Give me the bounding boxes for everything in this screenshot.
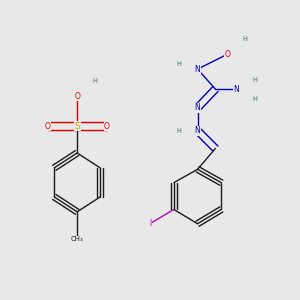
Text: O: O <box>224 50 230 59</box>
Text: N: N <box>195 65 200 74</box>
Text: N: N <box>233 85 239 94</box>
Text: N: N <box>195 126 200 135</box>
Text: H: H <box>252 77 257 83</box>
Text: N: N <box>195 103 200 112</box>
Text: O: O <box>44 122 50 131</box>
Text: H: H <box>93 78 98 84</box>
Text: H: H <box>177 61 182 67</box>
Text: S: S <box>74 122 80 131</box>
Text: H: H <box>252 96 257 102</box>
Text: CH₃: CH₃ <box>71 236 84 242</box>
Text: H: H <box>177 128 182 134</box>
Text: O: O <box>104 122 110 131</box>
Text: O: O <box>74 92 80 101</box>
Text: I: I <box>149 219 151 228</box>
Text: H: H <box>243 36 248 42</box>
